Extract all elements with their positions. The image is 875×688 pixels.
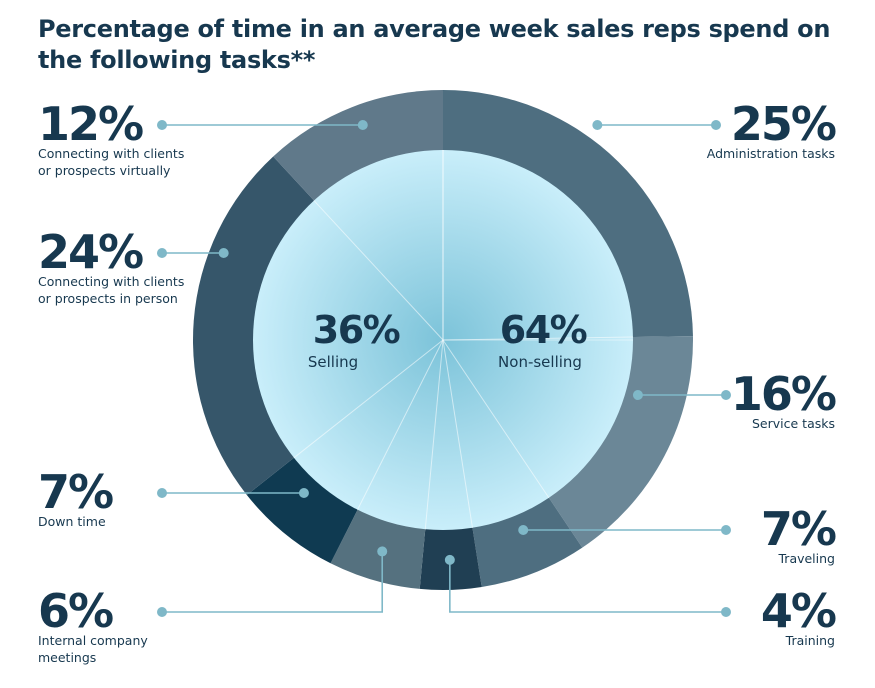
- inner-divider: [442, 339, 550, 499]
- inner-divider: [357, 339, 444, 510]
- inner-divider: [313, 200, 444, 341]
- chart-title: Percentage of time in an average week sa…: [38, 15, 831, 74]
- inner-divider: [293, 339, 444, 459]
- center-pct-selling: 36%: [313, 308, 400, 352]
- leader-dot-outer-connecting-with-clients-or-prospects-in-person: [157, 248, 167, 258]
- leader-dot-inner-internal-company-meetings: [377, 546, 388, 557]
- segment-label-connecting-with-clients-or-prospects-in-person: Connecting with clients: [38, 274, 184, 289]
- leader-dot-outer-traveling: [721, 525, 731, 535]
- segment-pct-connecting-with-clients-or-prospects-virtually: 12%: [38, 97, 143, 151]
- segment-label-internal-company-meetings: Internal company: [38, 633, 148, 648]
- leader-dot-outer-administration-tasks: [711, 120, 721, 130]
- segment-label-connecting-with-clients-or-prospects-in-person: or prospects in person: [38, 291, 178, 306]
- segment-label-internal-company-meetings: meetings: [38, 650, 96, 665]
- inner-divider: [442, 339, 473, 528]
- leader-dot-inner-down-time: [298, 488, 309, 498]
- center-pct-non-selling: 64%: [500, 308, 587, 352]
- leader-dot-outer-service-tasks: [721, 390, 731, 400]
- leader-lines: [157, 120, 731, 617]
- center-label-non-selling: Non-selling: [498, 353, 582, 371]
- inner-divider: [424, 339, 444, 530]
- segment-label-connecting-with-clients-or-prospects-virtually: or prospects virtually: [38, 163, 171, 178]
- inner-dividers: [293, 150, 633, 530]
- segment-label-connecting-with-clients-or-prospects-virtually: Connecting with clients: [38, 146, 184, 161]
- segment-pct-traveling: 7%: [761, 502, 836, 556]
- segment-pct-down-time: 7%: [38, 465, 113, 519]
- segment-pct-internal-company-meetings: 6%: [38, 584, 113, 638]
- leader-dot-outer-down-time: [157, 488, 167, 498]
- leader-line-training: [449, 559, 726, 613]
- center-label-selling: Selling: [308, 353, 358, 371]
- segment-labels: 25%Administration tasks 16%Service tasks 7…: [38, 97, 838, 665]
- segment-pct-connecting-with-clients-or-prospects-in-person: 24%: [38, 225, 143, 279]
- leader-dot-outer-connecting-with-clients-or-prospects-virtually: [157, 120, 167, 130]
- segment-pct-administration-tasks: 25%: [731, 97, 836, 151]
- inner-divider: [442, 336, 633, 341]
- leader-dot-inner-traveling: [518, 525, 529, 535]
- segment-pct-training: 4%: [761, 584, 836, 638]
- leader-dot-outer-training: [721, 607, 731, 617]
- leader-dot-inner-service-tasks: [632, 390, 643, 400]
- leader-line-internal-company-meetings: [162, 551, 384, 613]
- leader-dot-inner-connecting-with-clients-or-prospects-virtually: [357, 120, 368, 130]
- leader-dot-outer-internal-company-meetings: [157, 607, 167, 617]
- segment-label-service-tasks: Service tasks: [752, 416, 835, 431]
- leader-dot-inner-administration-tasks: [592, 120, 603, 130]
- segment-label-traveling: Traveling: [778, 551, 836, 566]
- leader-dot-inner-training: [444, 554, 455, 565]
- segment-pct-service-tasks: 16%: [731, 367, 836, 421]
- segment-label-administration-tasks: Administration tasks: [707, 146, 835, 161]
- leader-dot-inner-connecting-with-clients-or-prospects-in-person: [218, 248, 229, 258]
- segment-label-training: Training: [785, 633, 835, 648]
- segment-label-down-time: Down time: [38, 514, 106, 529]
